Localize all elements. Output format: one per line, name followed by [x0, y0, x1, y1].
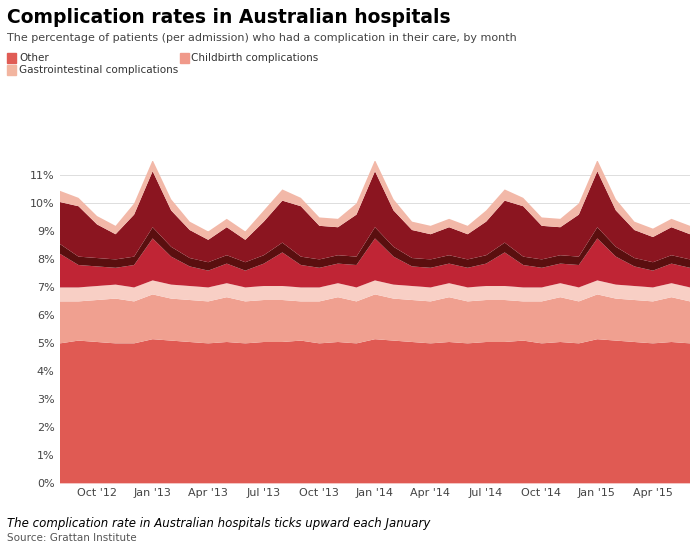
Text: Source: Grattan Institute: Source: Grattan Institute [7, 533, 136, 543]
Text: Gastrointestinal complications: Gastrointestinal complications [19, 65, 178, 75]
Text: The percentage of patients (per admission) who had a complication in their care,: The percentage of patients (per admissio… [7, 33, 517, 43]
Text: Other: Other [19, 53, 49, 63]
Text: Childbirth complications: Childbirth complications [192, 53, 318, 63]
Text: The complication rate in Australian hospitals ticks upward each January: The complication rate in Australian hosp… [7, 517, 430, 530]
Text: Complication rates in Australian hospitals: Complication rates in Australian hospita… [7, 8, 451, 27]
